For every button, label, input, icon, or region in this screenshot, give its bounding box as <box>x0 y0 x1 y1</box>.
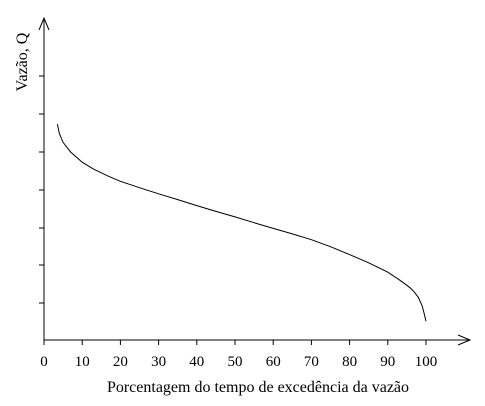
y-axis-arrow-icon <box>38 16 50 31</box>
x-tick-label: 60 <box>266 354 281 370</box>
x-tick-label: 30 <box>151 354 166 370</box>
x-tick-label: 100 <box>415 354 438 370</box>
x-axis-arrow-icon <box>457 334 472 346</box>
x-tick-label: 40 <box>189 354 204 370</box>
x-ticks: 0 10 20 30 40 50 60 70 80 90 100 <box>40 340 437 370</box>
y-ticks <box>39 75 44 304</box>
x-axis: 0 10 20 30 40 50 60 70 80 90 100 <box>40 334 472 370</box>
x-axis-title: Porcentagem do tempo de excedência da va… <box>107 379 409 396</box>
x-tick-label: 50 <box>228 354 243 370</box>
x-tick-label: 90 <box>380 354 395 370</box>
x-tick-label: 0 <box>40 354 48 370</box>
series-line <box>56 124 427 322</box>
y-axis <box>38 16 50 340</box>
x-tick-label: 20 <box>113 354 128 370</box>
series <box>56 124 427 322</box>
x-tick-label: 10 <box>75 354 90 370</box>
x-tick-label: 70 <box>304 354 319 370</box>
x-tick-label: 80 <box>342 354 357 370</box>
y-axis-title: Vazão, Q <box>14 32 31 91</box>
